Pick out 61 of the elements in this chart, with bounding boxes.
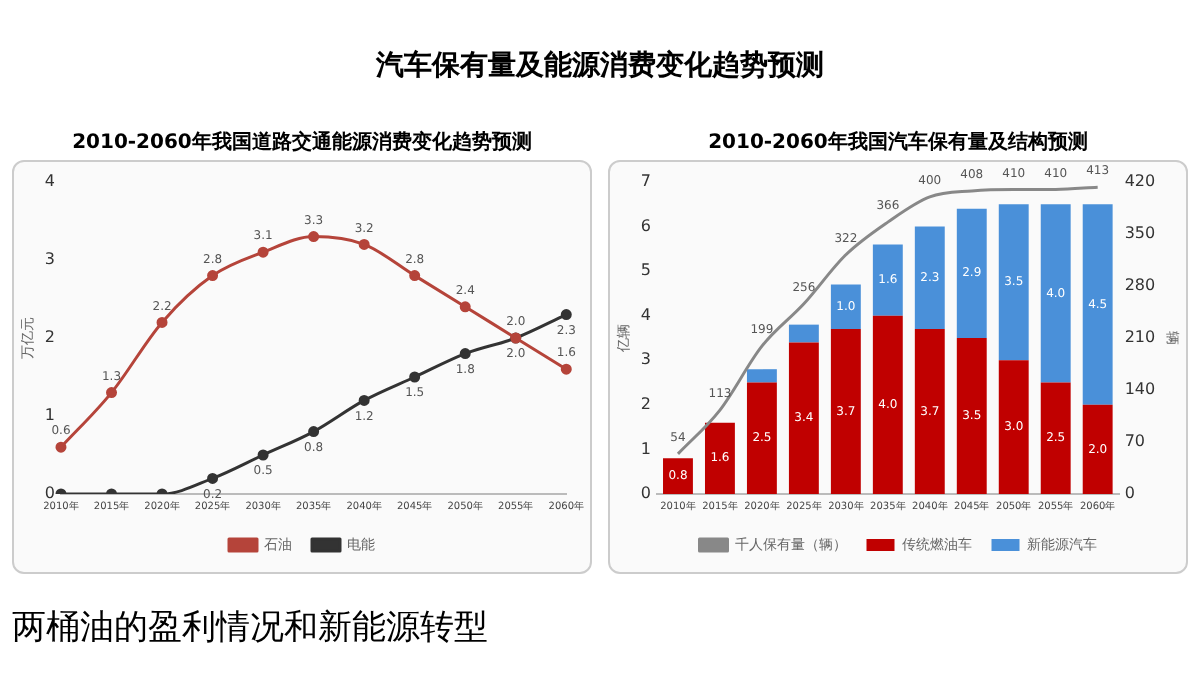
point — [560, 363, 572, 375]
y2-tick-label: 140 — [1124, 380, 1156, 399]
y-tick-label: 7 — [640, 172, 651, 191]
point — [257, 449, 269, 461]
point — [106, 387, 118, 399]
y2-tick-label: 420 — [1124, 172, 1156, 191]
point — [308, 426, 320, 438]
point — [560, 309, 572, 321]
bar — [1082, 204, 1113, 405]
bar — [914, 226, 945, 330]
bar — [872, 315, 903, 494]
y2-tick-label: 350 — [1124, 224, 1156, 243]
y-tick-label: 3 — [44, 250, 55, 269]
bar — [956, 208, 987, 338]
bar — [1040, 204, 1071, 383]
point — [409, 371, 421, 383]
y-tick-label: 2 — [44, 328, 55, 347]
point — [207, 270, 219, 282]
bar — [830, 284, 861, 330]
bar — [746, 369, 777, 383]
y-tick-label: 1 — [44, 406, 55, 425]
bar — [956, 338, 987, 494]
chart-title: 2010-2060年我国道路交通能源消费变化趋势预测 — [70, 128, 534, 158]
text: 汽车保有量及能源消费变化趋势预测 — [374, 48, 826, 84]
bar — [872, 244, 903, 316]
bar — [704, 422, 735, 494]
point — [358, 238, 370, 250]
y-tick-label: 1 — [640, 439, 651, 458]
text: 两桶油的盈利情况和新能源转型 — [12, 606, 488, 650]
y-tick-label: 0 — [640, 484, 651, 503]
point — [207, 472, 219, 484]
y2-tick-label: 280 — [1124, 276, 1156, 295]
bar — [914, 329, 945, 494]
y2-tick-label: 70 — [1124, 432, 1146, 451]
point — [55, 441, 67, 453]
point — [308, 231, 320, 243]
y-tick-label: 2 — [640, 395, 651, 414]
y-tick-label: 5 — [640, 261, 651, 280]
bar — [663, 458, 693, 494]
point — [257, 246, 269, 258]
point — [459, 348, 471, 360]
bar — [998, 204, 1029, 361]
point — [156, 316, 168, 328]
bar — [998, 360, 1029, 494]
bar — [1082, 404, 1113, 494]
point — [409, 270, 421, 282]
y2-tick-label: 0 — [1124, 484, 1135, 503]
chart-title: 2010-2060年我国汽车保有量及结构预测 — [706, 128, 1090, 158]
y-tick-label: 0 — [44, 484, 55, 503]
bar — [1040, 382, 1071, 494]
point — [358, 394, 370, 406]
y-tick-label: 4 — [44, 172, 55, 191]
bar — [788, 342, 819, 494]
y2-tick-label: 210 — [1124, 328, 1156, 347]
point — [459, 301, 471, 313]
y-tick-label: 4 — [640, 305, 651, 324]
bar — [830, 329, 861, 494]
bar — [788, 324, 819, 343]
bar — [746, 382, 777, 494]
y-tick-label: 6 — [640, 216, 651, 235]
y-tick-label: 3 — [640, 350, 651, 369]
